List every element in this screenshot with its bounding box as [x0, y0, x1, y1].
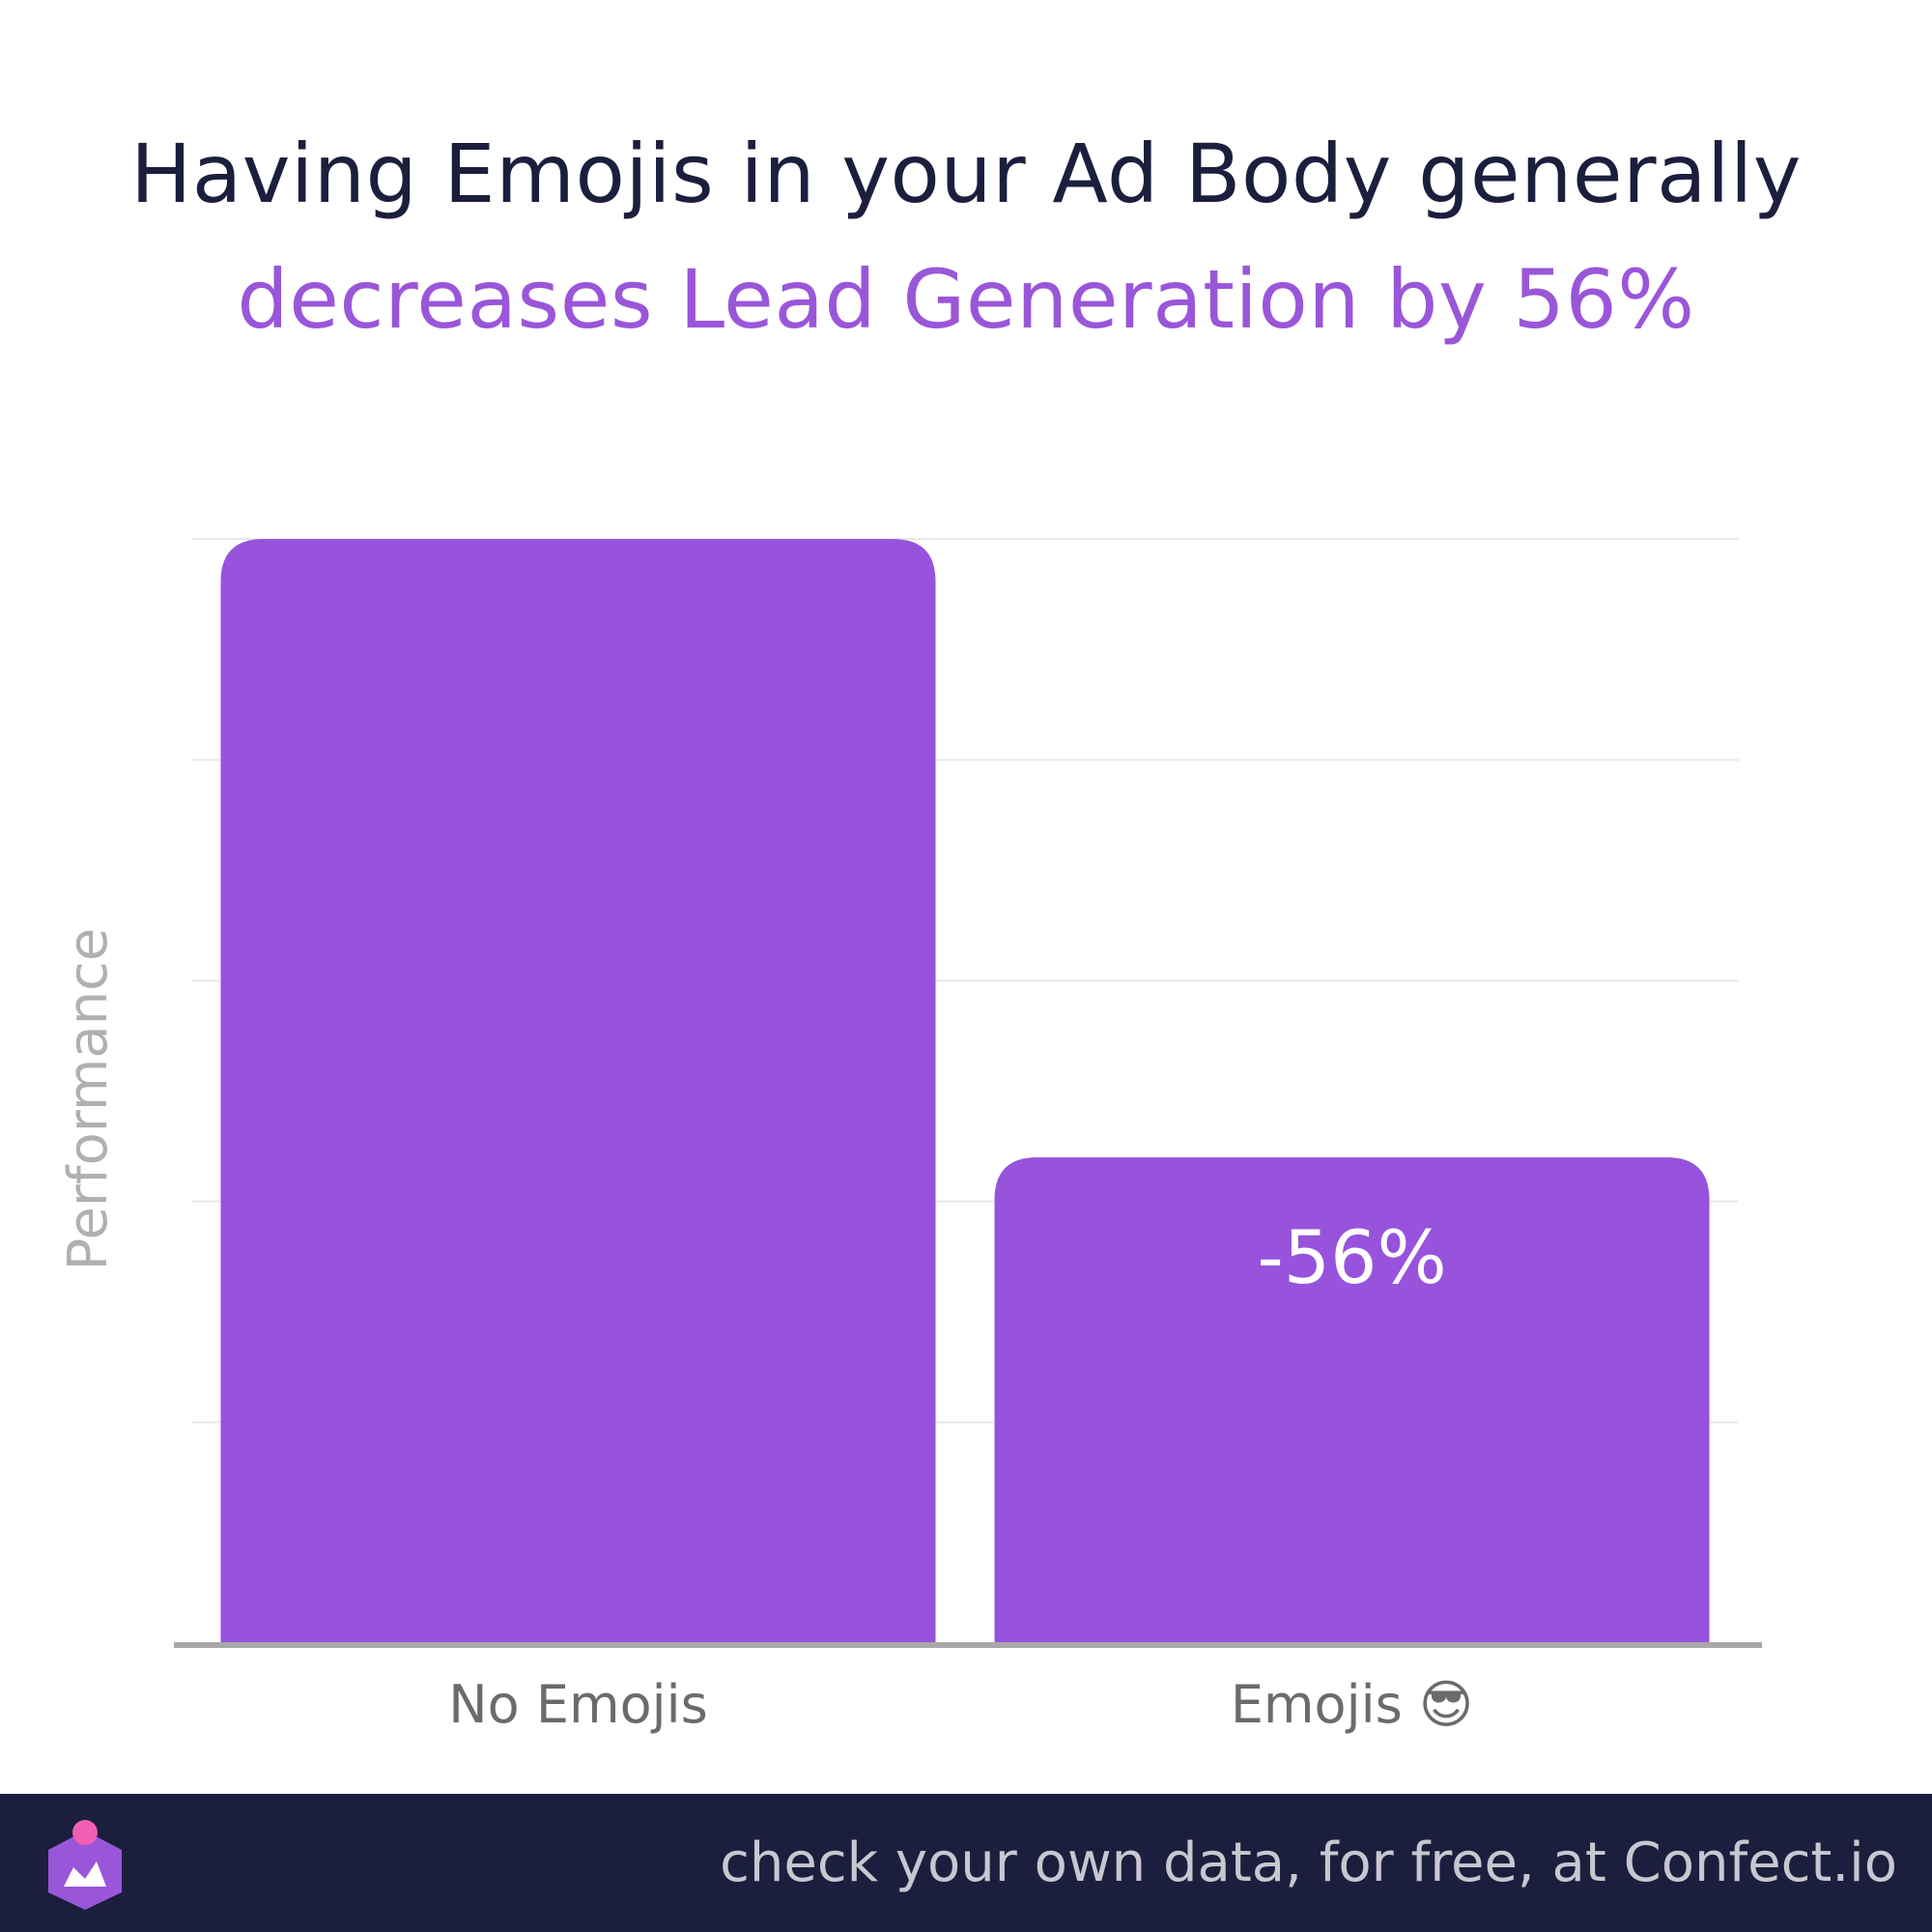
- title-line-1: Having Emojis in your Ad Body generally: [130, 127, 1802, 221]
- bar-1: [994, 1157, 1710, 1643]
- footer-text: check your own data, for free, at Confec…: [720, 1832, 1897, 1894]
- bar-data-label: -56%: [1257, 1214, 1446, 1300]
- x-tick-label: No Emojis: [448, 1674, 708, 1735]
- bars: [220, 539, 1710, 1643]
- confect-logo-icon: [48, 1820, 122, 1910]
- title-line-2: decreases Lead Generation by 56%: [237, 252, 1695, 347]
- footer-bar: check your own data, for free, at Confec…: [0, 1794, 1932, 1932]
- y-axis-label: Performance: [57, 928, 120, 1271]
- x-tick-label: Emojis 😎: [1231, 1674, 1473, 1735]
- bar-0: [220, 539, 936, 1643]
- labels: No Emojis -56% Emojis 😎: [448, 1214, 1473, 1735]
- chart-title: Having Emojis in your Ad Body generally …: [0, 111, 1932, 362]
